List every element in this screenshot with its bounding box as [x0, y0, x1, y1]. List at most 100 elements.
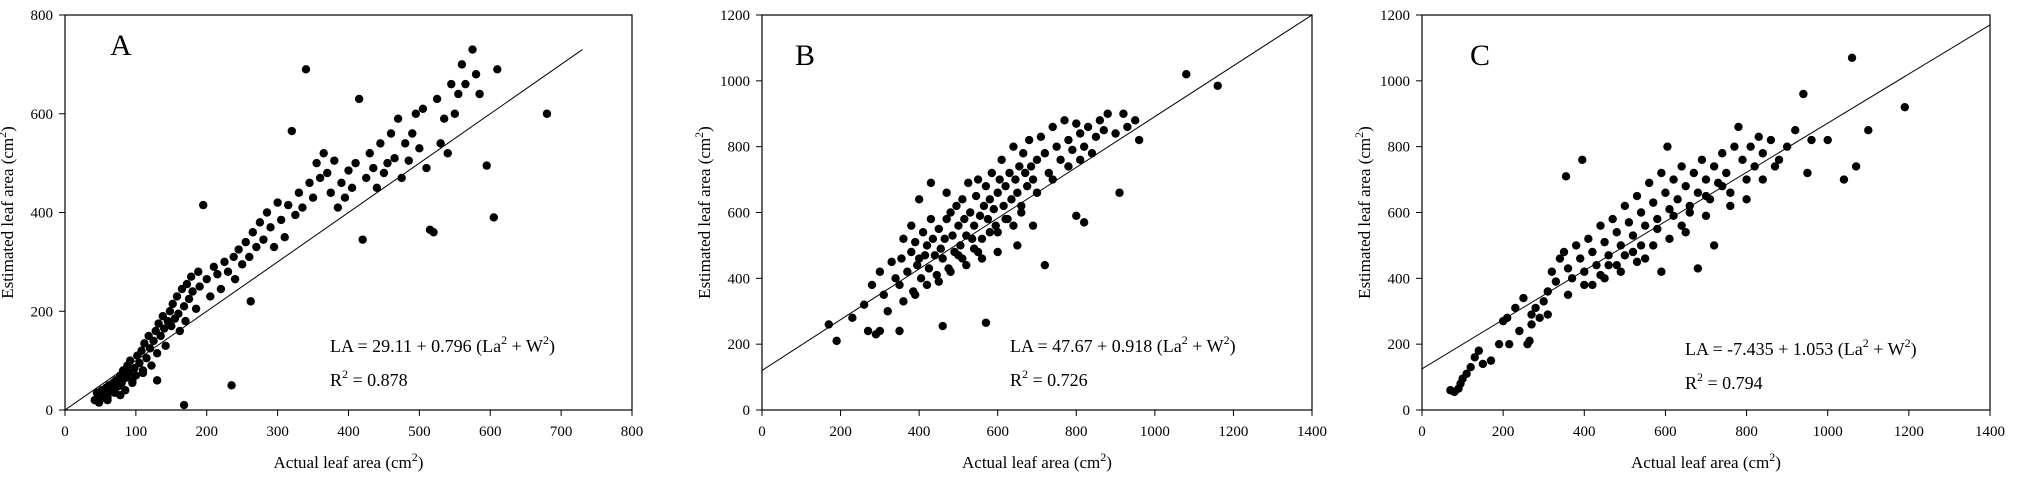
data-point — [1111, 129, 1120, 138]
data-point — [1640, 221, 1650, 230]
data-point — [1535, 313, 1544, 323]
data-point — [172, 292, 182, 301]
data-point — [411, 109, 421, 118]
data-point — [952, 201, 961, 211]
data-point — [1864, 126, 1873, 135]
data-point — [160, 324, 169, 333]
data-point — [1561, 172, 1571, 181]
data-point — [305, 178, 314, 188]
data-point — [199, 200, 208, 210]
data-point — [457, 60, 467, 69]
data-point — [1494, 339, 1504, 349]
data-point — [985, 228, 995, 237]
y-tick-label: 600 — [1388, 206, 1411, 222]
data-point — [1620, 251, 1630, 260]
data-point — [875, 267, 885, 276]
data-point — [1547, 267, 1557, 276]
data-point — [1099, 126, 1108, 135]
data-point — [997, 155, 1006, 165]
data-point — [1677, 221, 1686, 230]
data-point — [914, 195, 924, 204]
x-tick-label: 0 — [758, 424, 766, 440]
data-point — [903, 267, 912, 276]
data-point — [863, 326, 873, 336]
data-point — [911, 237, 920, 247]
data-point — [1726, 201, 1735, 211]
data-point — [1555, 254, 1565, 263]
x-tick-label: 400 — [1573, 424, 1596, 440]
data-point — [1681, 181, 1690, 191]
data-point — [1726, 188, 1735, 197]
data-point — [340, 193, 350, 202]
data-point — [977, 234, 987, 244]
data-point — [140, 339, 149, 348]
data-point — [347, 183, 357, 193]
data-point — [273, 198, 282, 207]
data-point — [174, 309, 183, 318]
data-point — [344, 166, 353, 175]
data-point — [312, 158, 321, 168]
data-point — [422, 163, 431, 173]
data-point — [1578, 155, 1587, 165]
data-point — [415, 144, 424, 153]
data-point — [932, 270, 942, 280]
data-point — [280, 232, 289, 242]
data-point — [1019, 149, 1028, 158]
data-point — [1474, 346, 1484, 355]
data-point — [1026, 162, 1036, 171]
data-point — [1697, 155, 1707, 165]
data-point — [149, 336, 158, 346]
data-point — [1009, 142, 1018, 151]
data-point — [1072, 211, 1081, 220]
data-point — [1900, 102, 1910, 112]
panel-c: 0 200 400 600 800 1000 1200 1400 0 200 400 600 800 10… — [1352, 8, 2005, 472]
data-point — [259, 235, 268, 244]
data-point — [1734, 122, 1743, 132]
x-tick-label: 0 — [61, 424, 69, 440]
data-point — [1774, 155, 1784, 165]
data-point — [168, 299, 177, 309]
data-point — [1539, 297, 1548, 306]
data-point — [924, 264, 934, 273]
data-point — [220, 257, 229, 267]
data-point — [1681, 228, 1690, 237]
data-point — [883, 307, 892, 316]
data-point — [1620, 201, 1630, 211]
x-tick-label: 1400 — [1297, 424, 1327, 440]
data-point — [1024, 135, 1034, 145]
data-point — [1709, 162, 1719, 171]
data-point — [983, 214, 993, 224]
data-point — [960, 214, 969, 224]
data-point — [977, 254, 987, 263]
data-point — [206, 292, 215, 301]
data-point — [1123, 122, 1132, 132]
data-point — [1182, 70, 1191, 79]
x-tick-label: 200 — [829, 424, 852, 440]
data-point — [1653, 214, 1662, 224]
data-point — [1608, 214, 1617, 224]
data-point — [832, 336, 841, 346]
regression-line — [65, 49, 583, 410]
data-point — [213, 270, 222, 279]
data-point — [126, 356, 135, 365]
data-point — [291, 210, 300, 220]
data-point — [1701, 175, 1711, 184]
data-point — [1580, 267, 1589, 276]
y-tick-label: 0 — [743, 403, 751, 419]
data-point — [450, 109, 460, 118]
data-point — [376, 139, 385, 148]
data-point — [1048, 122, 1057, 132]
data-point — [461, 79, 470, 89]
data-point — [1131, 116, 1140, 125]
data-point — [1693, 264, 1703, 273]
data-point — [1095, 116, 1105, 125]
data-point — [1600, 237, 1609, 247]
data-point — [1580, 280, 1589, 290]
data-point — [1527, 310, 1536, 319]
data-point — [916, 274, 926, 283]
data-point — [1007, 195, 1016, 204]
data-point — [1466, 363, 1475, 372]
data-point — [1036, 132, 1046, 141]
data-point — [1612, 228, 1621, 237]
data-point — [1559, 247, 1569, 257]
